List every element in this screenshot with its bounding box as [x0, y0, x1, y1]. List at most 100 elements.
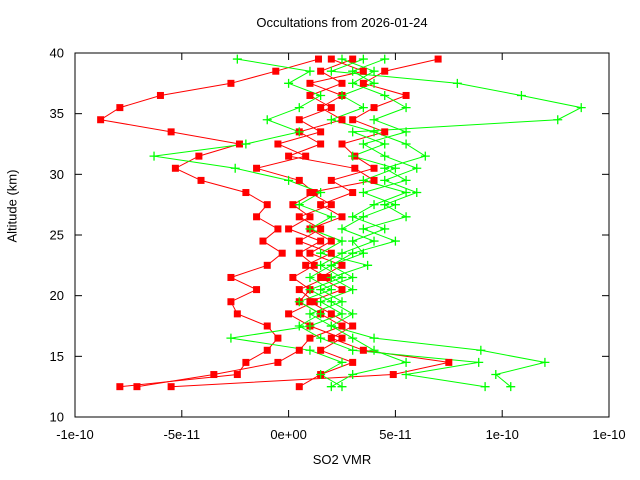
marker-plus-occultation-5	[305, 309, 315, 319]
marker-plus-occultation-6	[363, 260, 373, 270]
marker-plus-occultation-6	[337, 357, 347, 367]
marker-square-occultation-2	[317, 67, 325, 75]
marker-square-occultation-1	[233, 371, 241, 379]
marker-plus-occultation-5	[369, 345, 379, 355]
marker-square-occultation-3	[349, 189, 357, 197]
marker-plus-occultation-7	[401, 175, 411, 185]
marker-square-occultation-4	[295, 286, 303, 294]
marker-square-occultation-3	[317, 201, 325, 209]
x-tick-label: -5e-11	[163, 427, 200, 442]
marker-plus-occultation-7	[358, 188, 368, 198]
marker-plus-occultation-8	[401, 370, 411, 380]
marker-plus-occultation-5	[358, 248, 368, 258]
marker-plus-occultation-6	[305, 224, 315, 234]
marker-square-occultation-3	[327, 334, 335, 342]
marker-plus-occultation-8	[337, 54, 347, 64]
marker-square-occultation-2	[274, 140, 282, 148]
marker-square-occultation-1	[263, 261, 271, 269]
marker-plus-occultation-6	[232, 54, 242, 64]
marker-square-occultation-1	[97, 116, 105, 124]
marker-square-occultation-1	[274, 334, 282, 342]
marker-square-occultation-3	[338, 140, 346, 148]
marker-square-occultation-3	[381, 67, 389, 75]
marker-square-occultation-4	[310, 298, 318, 306]
marker-square-occultation-2	[289, 273, 297, 281]
marker-square-occultation-1	[263, 346, 271, 354]
series-line-occultation-7	[308, 58, 546, 388]
marker-square-occultation-1	[227, 298, 235, 306]
marker-plus-occultation-8	[369, 66, 379, 76]
marker-square-occultation-1	[227, 79, 235, 87]
marker-plus-occultation-6	[316, 188, 326, 198]
marker-square-occultation-3	[445, 358, 453, 366]
marker-plus-occultation-7	[380, 54, 390, 64]
marker-plus-occultation-7	[337, 90, 347, 100]
marker-square-occultation-1	[242, 358, 250, 366]
x-tick-label: 5e-11	[379, 427, 411, 442]
marker-square-occultation-1	[315, 55, 323, 63]
marker-square-occultation-3	[359, 346, 367, 354]
x-tick-label: -1e-10	[56, 427, 94, 442]
marker-plus-occultation-7	[476, 345, 486, 355]
marker-plus-occultation-8	[348, 248, 358, 258]
marker-square-occultation-2	[306, 334, 314, 342]
marker-plus-occultation-7	[348, 66, 358, 76]
marker-square-occultation-1	[278, 249, 286, 257]
marker-plus-occultation-8	[348, 345, 358, 355]
marker-plus-occultation-7	[358, 212, 368, 222]
marker-square-occultation-3	[370, 164, 378, 172]
series-line-occultation-8	[298, 58, 486, 388]
marker-square-occultation-1	[253, 286, 261, 294]
marker-square-occultation-3	[349, 116, 357, 124]
marker-plus-occultation-6	[284, 175, 294, 185]
marker-square-occultation-2	[133, 383, 141, 391]
marker-square-occultation-2	[317, 128, 325, 136]
marker-plus-occultation-6	[305, 66, 315, 76]
marker-square-occultation-2	[289, 201, 297, 209]
marker-plus-occultation-5	[326, 66, 336, 76]
marker-plus-occultation-5	[348, 127, 358, 137]
marker-plus-occultation-5	[348, 333, 358, 343]
marker-square-occultation-1	[233, 310, 241, 318]
marker-square-occultation-4	[349, 358, 357, 366]
marker-square-occultation-3	[327, 310, 335, 318]
marker-square-occultation-3	[306, 298, 314, 306]
marker-plus-occultation-5	[380, 224, 390, 234]
marker-square-occultation-2	[306, 91, 314, 99]
marker-square-occultation-2	[306, 213, 314, 221]
marker-plus-occultation-6	[316, 297, 326, 307]
marker-plus-occultation-8	[480, 382, 490, 392]
marker-square-occultation-3	[338, 286, 346, 294]
marker-plus-occultation-7	[506, 382, 516, 392]
marker-square-occultation-2	[302, 152, 310, 160]
marker-square-occultation-1	[272, 67, 280, 75]
marker-plus-occultation-6	[316, 90, 326, 100]
marker-plus-occultation-8	[380, 151, 390, 161]
marker-square-occultation-3	[389, 371, 397, 379]
marker-square-occultation-1	[263, 201, 271, 209]
marker-plus-occultation-5	[380, 139, 390, 149]
marker-plus-occultation-7	[337, 248, 347, 258]
marker-plus-occultation-8	[412, 163, 422, 173]
marker-square-occultation-3	[306, 249, 314, 257]
marker-plus-occultation-6	[262, 115, 272, 125]
series-line-occultation-1	[99, 58, 319, 388]
marker-plus-occultation-8	[358, 139, 368, 149]
marker-square-occultation-1	[167, 128, 175, 136]
y-tick-label: 30	[50, 167, 64, 182]
marker-plus-occultation-5	[326, 382, 336, 392]
marker-plus-occultation-8	[474, 357, 484, 367]
marker-square-occultation-1	[253, 213, 261, 221]
marker-square-occultation-2	[285, 225, 293, 233]
marker-plus-occultation-6	[294, 127, 304, 137]
y-tick-label: 20	[50, 288, 64, 303]
marker-square-occultation-4	[359, 67, 367, 75]
marker-plus-occultation-6	[348, 285, 358, 295]
marker-plus-occultation-6	[294, 103, 304, 113]
y-tick-label: 25	[50, 228, 64, 243]
marker-square-occultation-4	[327, 201, 335, 209]
marker-square-occultation-4	[295, 213, 303, 221]
marker-square-occultation-3	[338, 213, 346, 221]
marker-plus-occultation-6	[226, 333, 236, 343]
